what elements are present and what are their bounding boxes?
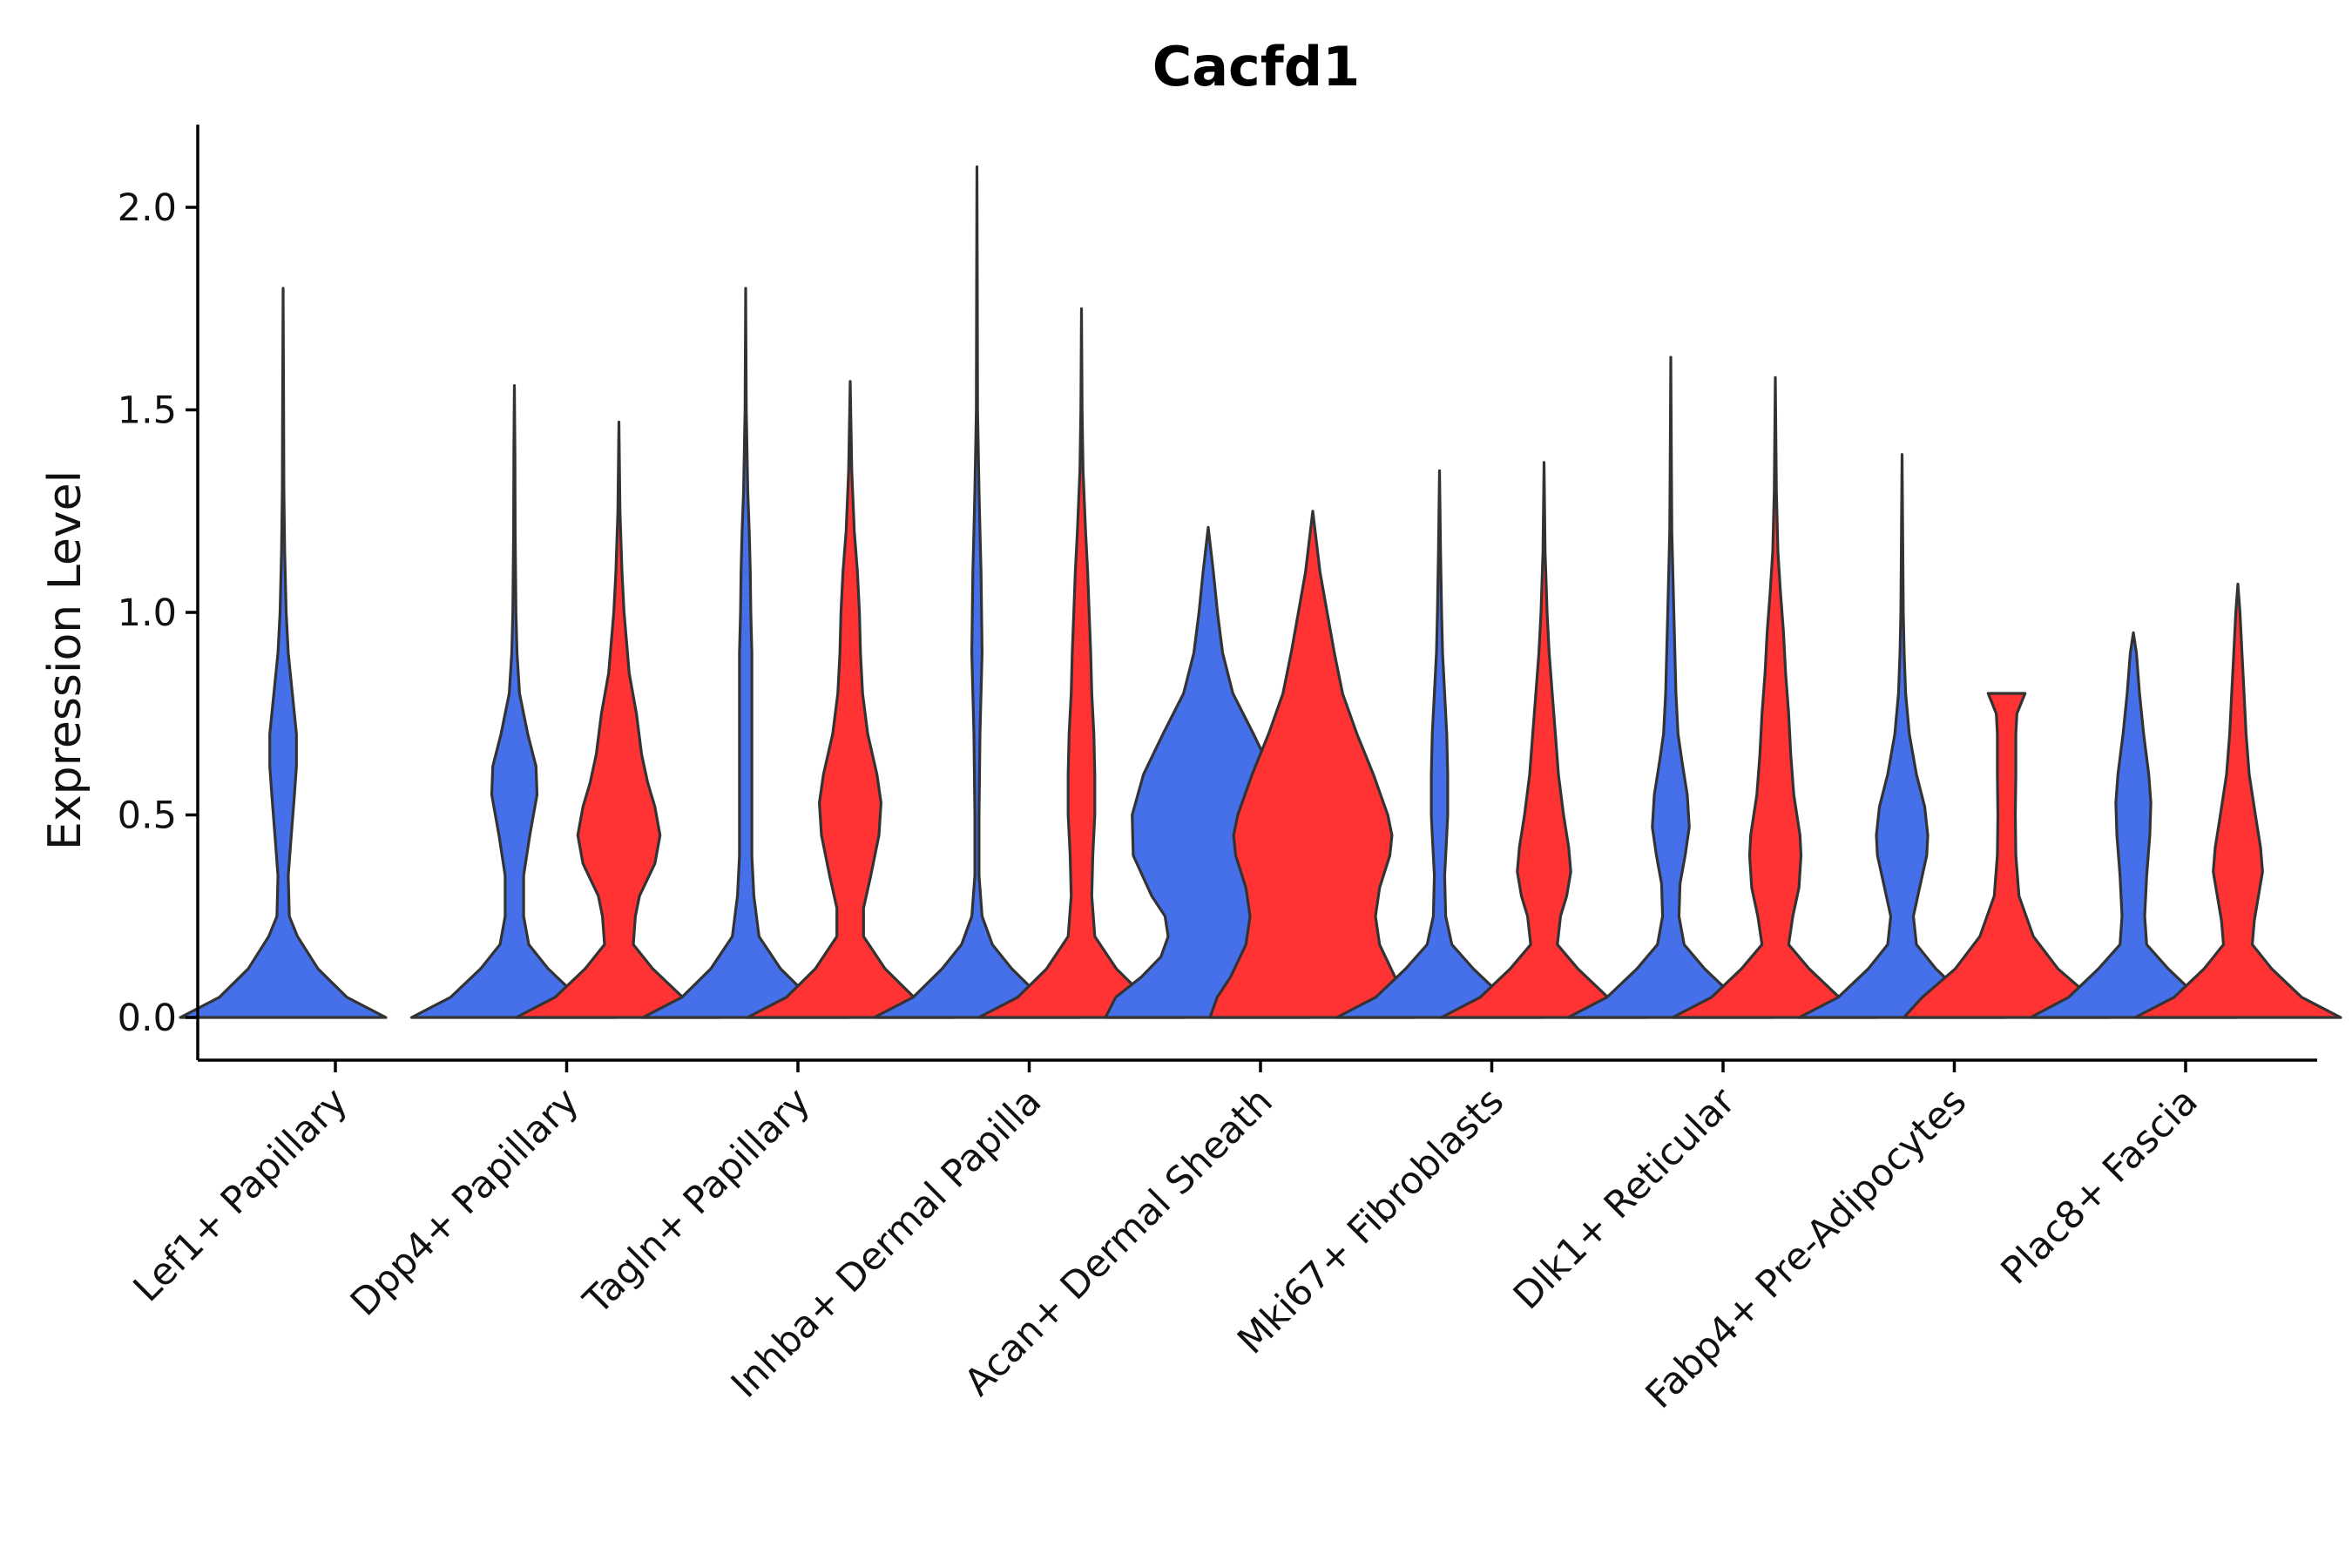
x-tick-label: Lef1+ Papillary (125, 1079, 356, 1310)
violin-plac8-fascia-group-1 (2133, 582, 2342, 1019)
x-tick-label: Dpp4+ Papillary (342, 1079, 587, 1324)
violins-layer (179, 165, 2342, 1019)
violin-acan-dermal-sheath-group-1 (1208, 510, 1417, 1019)
violin-dlk1-reticular-group-0 (1566, 355, 1775, 1019)
violin-inhba-dermal-papilla-group-1 (977, 307, 1186, 1019)
violin-mki67-fibroblasts-group-1 (1439, 461, 1649, 1019)
x-tick-label: Dlk1+ Reticular (1505, 1079, 1744, 1318)
x-tick-label: Tagln+ Papillary (575, 1079, 819, 1323)
violin-tagln-papillary-group-1 (746, 380, 955, 1019)
y-axis-label: Expression Level (39, 470, 91, 850)
y-tick-label: 1.0 (118, 591, 177, 635)
y-ticks: 0.0 0.5 1.0 1.5 2.0 (118, 186, 198, 1040)
violin-fabp4-pre-adipocytes-group-0 (1797, 453, 2007, 1019)
axes-layer (196, 125, 2317, 1062)
y-tick-label: 2.0 (118, 186, 177, 230)
violin-dlk1-reticular-group-1 (1671, 375, 1880, 1019)
violin-dpp4-papillary-group-0 (409, 384, 619, 1019)
violin-fabp4-pre-adipocytes-group-1 (1902, 692, 2112, 1019)
chart-title: Cacfd1 (1152, 35, 1361, 98)
y-tick-label: 1.5 (118, 389, 177, 433)
violin-plac8-fascia-group-0 (2029, 631, 2238, 1019)
violin-inhba-dermal-papilla-group-0 (872, 165, 1082, 1019)
x-tick-label: Mki67+ Fibroblasts (1229, 1079, 1512, 1362)
violin-mki67-fibroblasts-group-0 (1335, 469, 1544, 1019)
violin-tagln-papillary-group-0 (641, 287, 850, 1019)
violin-dpp4-papillary-group-1 (514, 420, 724, 1019)
y-tick-label: 0.5 (118, 794, 177, 838)
y-tick-label: 0.0 (118, 997, 177, 1040)
x-tick-label: Plac8+ Fascia (1993, 1079, 2207, 1293)
violin-lef1-papillary-group-0 (179, 287, 388, 1019)
